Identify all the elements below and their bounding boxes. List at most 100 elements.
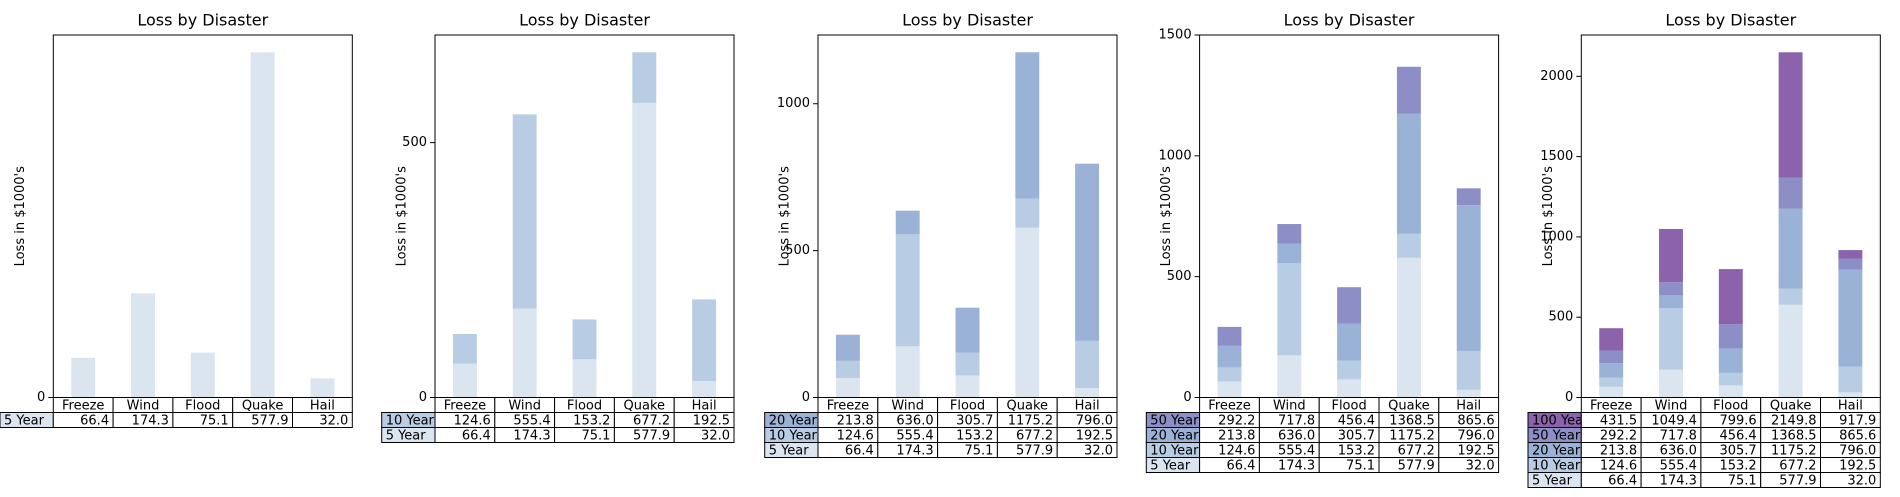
bar-segment xyxy=(1838,258,1863,270)
bar-segment xyxy=(1015,198,1040,228)
table-header-text: Freeze xyxy=(444,399,486,414)
table-header-text: Quake xyxy=(624,399,666,414)
y-axis-label: Loss in $1000's xyxy=(778,166,793,267)
table-header-text: Hail xyxy=(1456,399,1481,414)
y-tick-label: 0 xyxy=(37,390,45,405)
bar-segment xyxy=(1277,224,1302,244)
bar-segment xyxy=(1659,282,1683,296)
table-cell-text: 153.2 xyxy=(1338,444,1375,459)
plot-frame xyxy=(52,34,353,398)
bar-segment xyxy=(1778,52,1803,178)
table-cell-text: 174.3 xyxy=(1278,459,1315,474)
table-header-text: Hail xyxy=(1075,399,1100,414)
table-cell-text: 577.9 xyxy=(1779,474,1816,489)
table-cell-text: 555.4 xyxy=(1660,459,1697,474)
chart-panel: Loss by Disaster Loss in $1000's 0 500 1000 1… xyxy=(1145,11,1500,474)
chart-title: Loss by Disaster xyxy=(519,11,650,30)
bar-segment xyxy=(452,363,477,398)
bar-segment xyxy=(1337,379,1362,398)
chart-title: Loss by Disaster xyxy=(137,11,268,30)
table-row-label: 5 Year xyxy=(1150,459,1191,474)
bar-segment xyxy=(1599,363,1624,378)
bar-segment xyxy=(692,381,717,398)
bar-segment xyxy=(1277,355,1302,398)
bar-segment xyxy=(955,352,980,376)
table-header-text: Hail xyxy=(310,399,335,414)
table-header-text: Flood xyxy=(567,399,602,414)
y-axis-label: Loss in $1000's xyxy=(395,166,410,267)
table-cell-text: 717.8 xyxy=(1278,414,1315,429)
bar-segment xyxy=(1659,228,1683,283)
bar-segment xyxy=(1778,304,1803,398)
table-cell-text: 66.4 xyxy=(1608,474,1637,489)
table-row-label: 5 Year xyxy=(4,414,45,429)
table-cell-text: 153.2 xyxy=(956,429,993,444)
bar-segment xyxy=(1659,369,1683,398)
bar-segment xyxy=(1659,295,1683,309)
bar-segment xyxy=(692,299,717,382)
bar-segment xyxy=(1337,323,1362,361)
table-cell-text: 431.5 xyxy=(1600,414,1637,429)
bar-segment xyxy=(1337,287,1362,324)
bar-segment xyxy=(512,114,537,309)
table-cell xyxy=(1056,442,1118,458)
bar-segment xyxy=(1456,205,1481,351)
table-cell-text: 677.2 xyxy=(1016,429,1053,444)
bar-segment xyxy=(1718,324,1743,349)
table-cell-text: 75.1 xyxy=(964,444,993,459)
bar-segment xyxy=(835,334,860,361)
table-row-label: 100 Year xyxy=(1532,414,1589,429)
table-cell-text: 717.8 xyxy=(1660,429,1697,444)
bar-segment xyxy=(250,52,275,398)
y-axis-label: Loss in $1000's xyxy=(1541,166,1556,267)
table-cell-text: 32.0 xyxy=(701,429,730,444)
table-row-label: 5 Year xyxy=(1532,474,1573,489)
table-cell-text: 305.7 xyxy=(956,414,993,429)
table-cell-text: 192.5 xyxy=(1076,429,1113,444)
table-cell-text: 577.9 xyxy=(633,429,670,444)
table-cell-text: 174.3 xyxy=(896,444,933,459)
bar-segment xyxy=(572,359,597,398)
bar-segment xyxy=(835,360,860,378)
table-row-label: 20 Year xyxy=(769,414,818,429)
table-header-text: Freeze xyxy=(827,399,869,414)
table-cell-text: 305.7 xyxy=(1338,429,1375,444)
table-cell-text: 1368.5 xyxy=(1771,429,1817,444)
bar-segment xyxy=(71,357,96,398)
chart-panel: Loss by Disaster Loss in $1000's 0 500 Freez… xyxy=(381,11,735,444)
table-cell-text: 799.6 xyxy=(1719,414,1756,429)
bar-segment xyxy=(1838,366,1863,393)
table-cell-text: 75.1 xyxy=(1728,474,1757,489)
bar-segment xyxy=(1337,360,1362,380)
table-cell-text: 174.3 xyxy=(513,429,550,444)
y-tick-label: 2000 xyxy=(1540,69,1573,84)
table-cell-text: 555.4 xyxy=(896,429,933,444)
table-row-label: 5 Year xyxy=(386,429,427,444)
table-cell-text: 174.3 xyxy=(1660,474,1697,489)
bar-segment xyxy=(1396,233,1421,258)
table-cell-text: 66.4 xyxy=(1226,459,1255,474)
y-axis-label: Loss in $1000's xyxy=(13,166,28,267)
bar-segment xyxy=(1838,392,1863,398)
bar-segment xyxy=(1838,269,1863,367)
table-cell xyxy=(1820,472,1881,488)
y-tick-label: 0 xyxy=(1183,390,1191,405)
chart-panel: Loss by Disaster Loss in $1000's 0 Freeze Wi… xyxy=(0,11,353,429)
table-cell-text: 192.5 xyxy=(693,414,730,429)
table-row-label: 50 Year xyxy=(1532,429,1581,444)
bar-segment xyxy=(1718,372,1743,386)
table-row-label: 10 Year xyxy=(1150,444,1199,459)
table-cell-text: 636.0 xyxy=(1660,444,1697,459)
table-cell-text: 796.0 xyxy=(1457,429,1494,444)
bar-segment xyxy=(1075,388,1100,398)
chart-panel: Loss by Disaster Loss in $1000's 0 500 1000 1… xyxy=(1527,11,1881,489)
bar-segment xyxy=(572,319,597,360)
table-row-label: 10 Year xyxy=(386,414,435,429)
table-cell-text: 213.8 xyxy=(1600,444,1637,459)
chart-panel: Loss by Disaster Loss in $1000's 0 500 1000 F… xyxy=(764,11,1118,459)
y-tick-label: 1500 xyxy=(1159,28,1192,43)
table-row-label: 10 Year xyxy=(1532,459,1581,474)
bar-segment xyxy=(190,352,215,398)
bar-segment xyxy=(1718,269,1743,325)
table-header-text: Freeze xyxy=(1208,399,1250,414)
